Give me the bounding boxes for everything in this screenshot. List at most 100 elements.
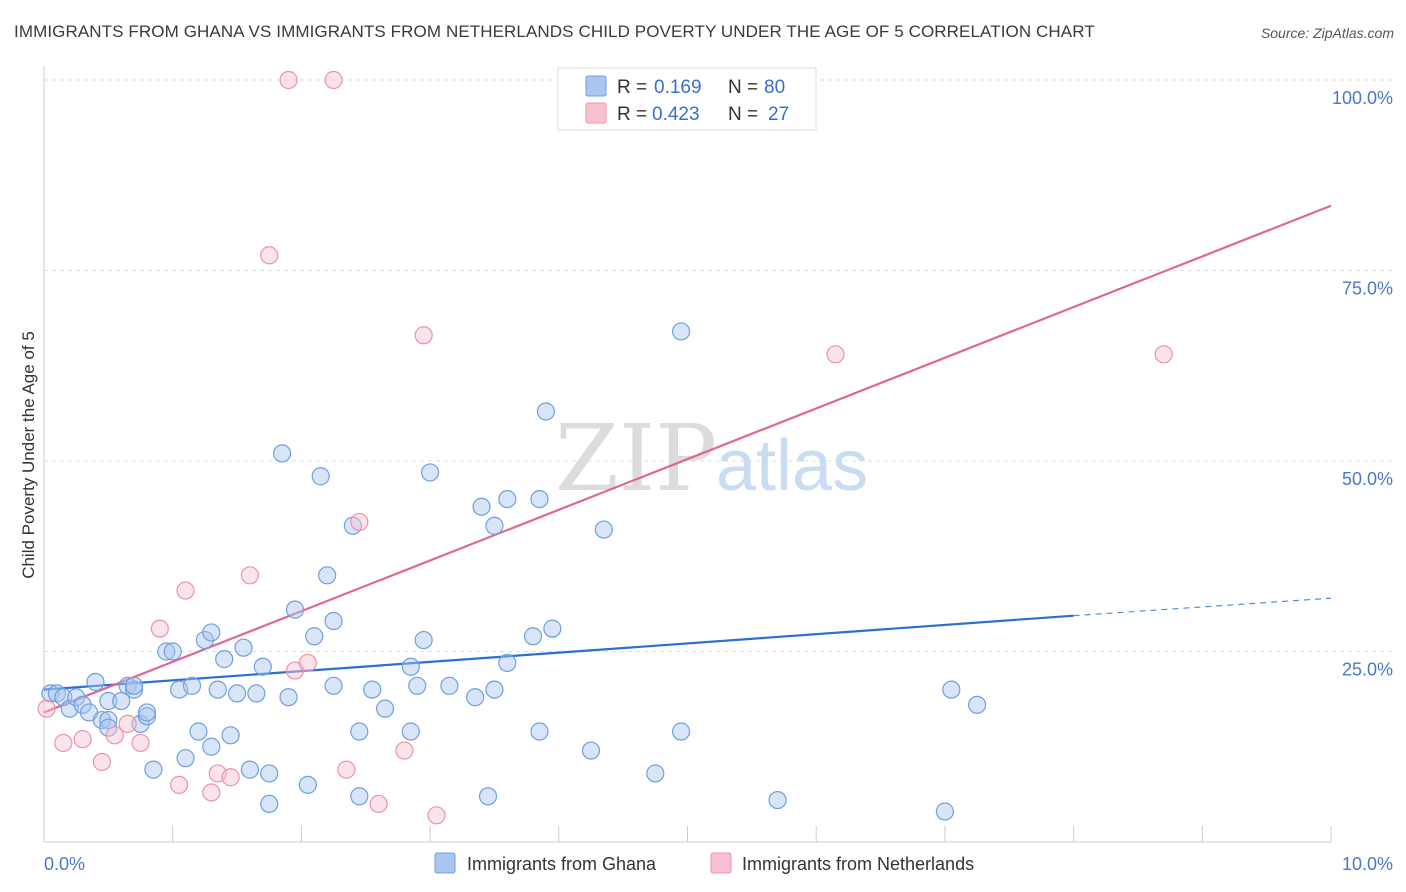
ghana-point [581,741,601,760]
ghana-point [253,657,272,676]
y-axis-title: Child Poverty Under the Age of 5 [19,331,38,579]
ghana-point [157,642,176,661]
netherlands-point [324,70,343,90]
netherlands-point [427,806,446,825]
ghana-point [67,688,86,707]
ghana-point [324,676,343,695]
netherlands-point [279,70,298,90]
ghana-point [124,680,144,699]
netherlands-point [37,699,56,718]
netherlands-point [150,619,169,638]
ghana-point [646,764,665,783]
ghana-point [671,722,691,741]
netherlands-point [73,730,92,749]
chart-title: IMMIGRANTS FROM GHANA VS IMMIGRANTS FROM… [14,22,1095,41]
netherlands-point [131,733,150,753]
ghana-point [215,650,234,669]
ghana-point [73,695,92,714]
netherlands-point [202,783,221,802]
bottom-legend-label-ghana: Immigrants from Ghana [467,854,657,874]
top-legend: R = 0.169 N = 80 R = 0.423 N = 27 [557,67,817,131]
legend-r-label-ghana: R = [617,77,647,98]
legend-r-value-ghana: 0.169 [654,77,702,98]
ghana-point [298,775,317,794]
ghana-point [485,680,504,699]
ghana-point [279,688,298,707]
ghana-point [137,703,157,722]
y-tick-label: 25.0% [1342,660,1393,680]
legend-n-label-netherlands: N = [728,104,758,125]
netherlands-point [826,345,845,364]
y-tick-label: 75.0% [1342,279,1393,299]
ghana-point [530,722,549,741]
netherlands-point [337,760,356,779]
ghana-point [247,684,266,703]
ghana-point [543,619,562,638]
ghana-point [234,638,253,657]
ghana-point [350,787,369,806]
ghana-trend-line [43,614,1074,691]
watermark-atlas: atlas [716,426,868,506]
netherlands-point [260,246,279,265]
ghana-point [478,787,498,806]
netherlands-trend-line [43,204,1332,714]
ghana-point [144,760,163,779]
netherlands-point [350,512,369,532]
ghana-point [594,520,613,539]
legend-n-label-ghana: N = [728,77,758,98]
data-points [37,70,1173,825]
ghana-point [318,566,337,585]
ghana-point [195,630,214,650]
ghana-point [498,490,517,509]
ghana-point [311,467,330,486]
ghana-point [935,802,955,821]
netherlands-point [298,653,317,673]
x-tick-label: 0.0% [44,854,85,874]
ghana-point [401,722,420,741]
netherlands-point [395,741,414,760]
netherlands-point [170,775,189,794]
netherlands-point [221,768,240,787]
ghana-point [99,718,118,737]
ghana-point [124,676,144,695]
netherlands-point [92,752,112,772]
netherlands-point [414,326,433,345]
ghana-point [240,760,260,779]
tick-labels: 25.0% 50.0% 75.0% 100.0% 0.0% 10.0% [44,88,1393,874]
ghana-point [414,630,433,650]
ghana-point [408,676,427,695]
ghana-point [536,402,556,421]
legend-n-value-ghana: 80 [764,77,785,98]
ghana-point [401,657,420,676]
bottom-legend-label-netherlands: Immigrants from Netherlands [742,854,974,874]
netherlands-point [240,566,260,585]
legend-n-value-netherlands: 27 [768,104,789,125]
netherlands-point [118,714,137,733]
ghana-point [421,463,440,482]
ghana-point [221,726,240,745]
netherlands-point [105,726,124,745]
watermark-zip: ZIP [555,405,717,512]
x-tick-label: 10.0% [1342,854,1393,874]
ghana-point [272,444,292,463]
y-tick-label: 100.0% [1332,88,1393,108]
ghana-point [112,691,131,711]
bottom-legend-swatch-netherlands [710,852,732,874]
ghana-point [260,764,279,783]
ghana-point [54,688,73,707]
ghana-point [440,676,459,695]
trend-lines [43,204,1332,714]
ghana-point [530,490,549,509]
ghana-point [86,672,105,692]
ghana-point [472,497,491,516]
ghana-point [350,722,369,741]
ghana-point [137,707,157,726]
ghana-point [182,676,202,695]
ghana-point [324,611,343,631]
ghana-point [768,790,787,810]
ghana-point [189,722,208,741]
source-note: Source: ZipAtlas.com [1260,25,1394,41]
ghana-point [131,714,150,733]
ghana-point [363,680,382,699]
